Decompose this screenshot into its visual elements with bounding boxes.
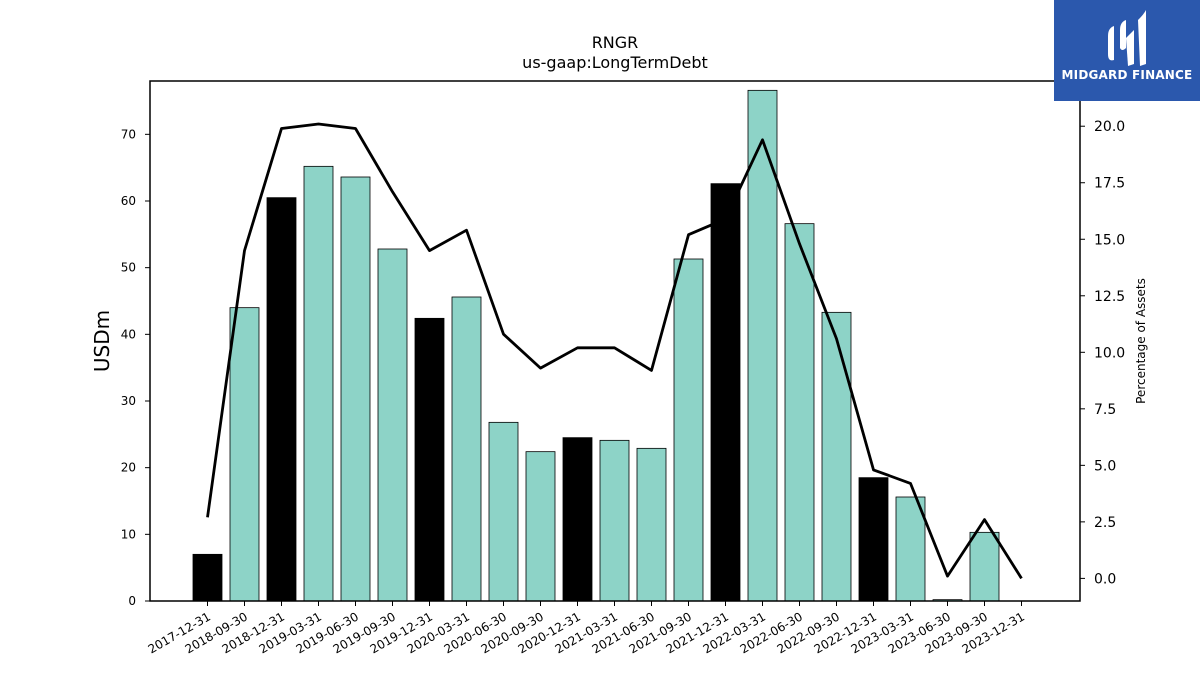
- y-tick-label-right: 15.0: [1094, 232, 1125, 248]
- bar: [229, 307, 260, 602]
- bar: [673, 258, 704, 602]
- chart-title: RNGR: [592, 33, 639, 52]
- y-axis-left: 0 10 20 30 40 50 60 70: [121, 127, 150, 608]
- logo-mark-icon: [1108, 10, 1146, 66]
- bar: [525, 451, 556, 602]
- y-tick-label-right: 20.0: [1094, 119, 1125, 135]
- bar: [377, 248, 408, 602]
- y-tick-label-left: 70: [121, 127, 136, 141]
- bar: [895, 496, 926, 602]
- brand-logo: MIDGARD FINANCE: [1054, 0, 1200, 101]
- y-tick-label-left: 30: [121, 394, 136, 408]
- bar: [747, 89, 778, 602]
- y-axis-right: 0.0 2.5 5.0 7.5 10.0 12.5 15.0 17.5 20.0: [1080, 119, 1125, 587]
- bar: [488, 421, 519, 602]
- bar: [266, 197, 297, 602]
- bar: [636, 447, 667, 602]
- bar: [821, 311, 852, 602]
- y-tick-label-left: 40: [121, 327, 136, 341]
- y-tick-label-right: 12.5: [1094, 289, 1125, 305]
- bar: [784, 223, 815, 602]
- bar: [340, 176, 371, 602]
- y-tick-label-left: 50: [121, 261, 136, 275]
- y-tick-label-right: 0.0: [1094, 571, 1116, 587]
- bar: [451, 296, 482, 602]
- bar: [858, 477, 889, 602]
- y-tick-label-right: 17.5: [1094, 176, 1125, 192]
- bar: [414, 317, 445, 602]
- line-group: [206, 122, 1023, 580]
- bar: [710, 183, 741, 602]
- chart-subtitle: us-gaap:LongTermDebt: [522, 53, 708, 72]
- y-axis-label-left: USDm: [90, 310, 114, 372]
- y-tick-label-right: 10.0: [1094, 345, 1125, 361]
- percentage-line: [206, 122, 1023, 580]
- logo-text: MIDGARD FINANCE: [1061, 68, 1193, 82]
- x-axis: 2017-12-312018-09-302018-12-312019-03-31…: [146, 601, 1027, 656]
- y-tick-label-left: 60: [121, 194, 136, 208]
- bar: [599, 439, 630, 602]
- y-axis-label-right: Percentage of Assets: [1134, 278, 1148, 404]
- bar: [562, 437, 593, 602]
- y-tick-label-left: 0: [128, 594, 136, 608]
- y-tick-label-right: 7.5: [1094, 402, 1116, 418]
- y-tick-label-right: 5.0: [1094, 458, 1116, 474]
- y-tick-label-left: 20: [121, 461, 136, 475]
- y-tick-label-left: 10: [121, 527, 136, 541]
- bar: [969, 531, 1000, 602]
- bar: [303, 165, 334, 602]
- y-tick-label-right: 2.5: [1094, 515, 1116, 531]
- bars-group: [192, 89, 1000, 602]
- bar: [192, 553, 223, 602]
